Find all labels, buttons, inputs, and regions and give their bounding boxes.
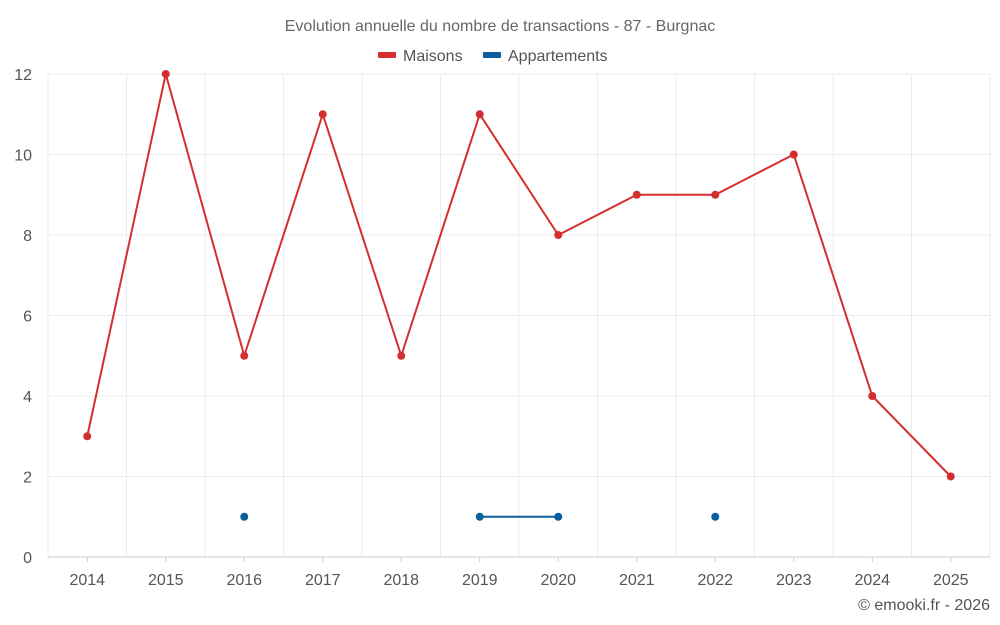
- data-point[interactable]: [789, 150, 798, 159]
- data-point[interactable]: [475, 512, 484, 521]
- y-tick-label: 12: [14, 67, 32, 84]
- legend-item-maisons[interactable]: Maisons: [378, 48, 463, 65]
- x-tick-label: 2021: [619, 572, 655, 589]
- data-point[interactable]: [83, 432, 92, 441]
- data-point[interactable]: [868, 392, 877, 400]
- x-tick-label: 2015: [148, 572, 184, 589]
- x-tick-label: 2022: [697, 572, 733, 589]
- data-point[interactable]: [554, 512, 563, 521]
- x-tick-label: 2014: [69, 572, 105, 589]
- data-point[interactable]: [161, 70, 170, 78]
- y-tick-label: 0: [23, 550, 32, 567]
- gridlines: [47, 73, 991, 557]
- y-tick-label: 4: [23, 389, 32, 406]
- data-point[interactable]: [318, 110, 327, 119]
- data-point[interactable]: [475, 110, 484, 119]
- x-tick-label: 2016: [226, 572, 262, 589]
- data-point[interactable]: [711, 190, 720, 199]
- data-point[interactable]: [711, 512, 720, 521]
- x-tick-label: 2023: [776, 572, 812, 589]
- legend: Maisons Appartements: [378, 48, 608, 65]
- legend-label: Appartements: [508, 48, 608, 65]
- x-tick-label: 2019: [462, 572, 498, 589]
- x-tick-label: 2024: [854, 572, 890, 589]
- data-point[interactable]: [946, 472, 955, 481]
- axes: 0 2 4 6 8 10 12 2014 2015 2016 2017 2018 2019 2020 202…: [14, 67, 990, 589]
- series-line: [86, 73, 952, 478]
- x-tick-label: 2017: [305, 572, 341, 589]
- series-layer: [83, 70, 955, 521]
- y-tick-label: 10: [14, 148, 32, 165]
- y-tick-label: 6: [23, 309, 32, 326]
- x-tick-label: 2025: [933, 572, 969, 589]
- copyright-footer: © emooki.fr - 2026: [858, 597, 990, 614]
- data-point[interactable]: [240, 351, 249, 360]
- legend-label: Maisons: [403, 48, 463, 65]
- legend-swatch: [378, 52, 396, 58]
- y-tick-label: 8: [23, 228, 32, 245]
- legend-swatch: [483, 52, 501, 58]
- data-point[interactable]: [632, 190, 641, 199]
- series-appartements: [240, 512, 720, 521]
- chart-title: Evolution annuelle du nombre de transact…: [285, 18, 715, 35]
- legend-item-appartements[interactable]: Appartements: [483, 48, 608, 65]
- data-point[interactable]: [240, 512, 249, 521]
- data-point[interactable]: [554, 231, 563, 239]
- x-tick-label: 2020: [540, 572, 576, 589]
- x-tick-label: 2018: [383, 572, 419, 589]
- data-point[interactable]: [397, 351, 406, 360]
- series-maisons: [83, 70, 955, 481]
- y-tick-label: 2: [23, 470, 32, 487]
